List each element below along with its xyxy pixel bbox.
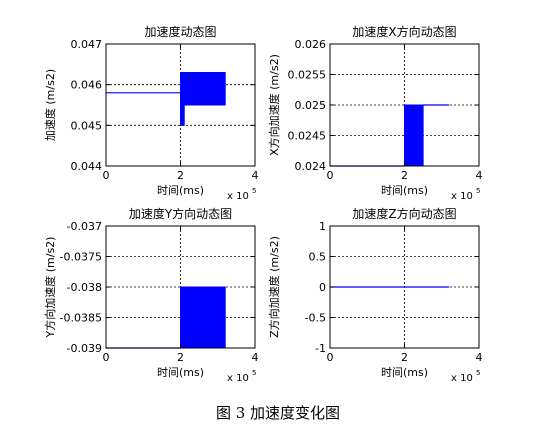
chart-title: 加速度Y方向动态图 xyxy=(129,206,232,221)
chart-title: 加速度动态图 xyxy=(144,24,216,39)
x-axis-label: 时间(ms) xyxy=(381,366,428,379)
series-band-1 xyxy=(180,286,226,349)
y-axis-label: Z方向加速度 (m/s2) xyxy=(267,236,281,338)
chart-panel-2: 0 2 4 0.024 0.0245 0.025 0.0255 0.026 加速度X方向动态图时… xyxy=(267,24,483,202)
y-tick-label: 0 xyxy=(319,281,326,294)
y-axis-label: Y方向加速度 (m/s2) xyxy=(43,237,57,339)
x-tick-label: 2 xyxy=(177,351,184,364)
x-axis-label: 时间(ms) xyxy=(157,184,204,197)
y-tick-label: 0.046 xyxy=(71,79,103,92)
figure-caption: 图 3 加速度变化图 xyxy=(215,404,341,422)
x-tick-label: 2 xyxy=(401,169,408,182)
y-axis-label: X方向加速度 (m/s2) xyxy=(267,54,281,156)
x-axis-label: 时间(ms) xyxy=(381,184,428,197)
y-tick-label: 0.024 xyxy=(295,160,327,173)
x-axis-exponent: x 10 xyxy=(451,373,473,384)
y-tick-label: 0.0245 xyxy=(288,130,327,143)
y-tick-label: 0.025 xyxy=(295,99,327,112)
y-tick-label: 1 xyxy=(319,220,326,233)
x-axis-exponent-power: 5 xyxy=(252,369,256,377)
y-tick-label: -0.037 xyxy=(67,220,102,233)
y-tick-label: -0.0385 xyxy=(60,312,102,325)
chart-panel-3: 0 2 4 -0.039 -0.0385 -0.038 -0.0375 -0.037 加速度Y方… xyxy=(43,206,259,384)
series-band-1 xyxy=(180,71,226,126)
x-tick-label: 2 xyxy=(401,351,408,364)
y-tick-label: -0.038 xyxy=(67,281,102,294)
chart-title: 加速度X方向动态图 xyxy=(352,24,456,39)
y-tick-label: 0.0255 xyxy=(288,69,327,82)
x-axis-exponent-power: 5 xyxy=(252,187,256,195)
x-tick-label: 2 xyxy=(177,169,184,182)
chart-title: 加速度Z方向动态图 xyxy=(352,206,456,221)
x-axis-exponent: x 10 xyxy=(227,373,249,384)
x-tick-label: 4 xyxy=(252,169,259,182)
x-axis-label: 时间(ms) xyxy=(157,366,204,379)
series-band-1 xyxy=(404,104,424,167)
x-tick-label: 0 xyxy=(327,169,334,182)
x-tick-label: 0 xyxy=(327,351,334,364)
x-tick-label: 4 xyxy=(476,169,483,182)
x-tick-label: 0 xyxy=(103,169,110,182)
x-axis-exponent-power: 5 xyxy=(476,187,480,195)
y-tick-label: 0.5 xyxy=(309,251,327,264)
x-axis-exponent-power: 5 xyxy=(476,369,480,377)
y-tick-label: -0.5 xyxy=(305,312,326,325)
y-tick-label: -0.039 xyxy=(67,342,102,355)
x-tick-label: 4 xyxy=(252,351,259,364)
x-axis-exponent: x 10 xyxy=(227,191,249,202)
y-axis-label: 加速度 (m/s2) xyxy=(43,69,57,141)
x-axis-exponent: x 10 xyxy=(451,191,473,202)
y-tick-label: 0.045 xyxy=(71,119,103,132)
y-tick-label: -1 xyxy=(315,342,326,355)
x-tick-label: 4 xyxy=(476,351,483,364)
y-tick-label: -0.0375 xyxy=(60,251,102,264)
y-tick-label: 0.044 xyxy=(71,160,103,173)
y-tick-label: 0.047 xyxy=(71,38,103,51)
y-tick-label: 0.026 xyxy=(295,38,327,51)
x-tick-label: 0 xyxy=(103,351,110,364)
